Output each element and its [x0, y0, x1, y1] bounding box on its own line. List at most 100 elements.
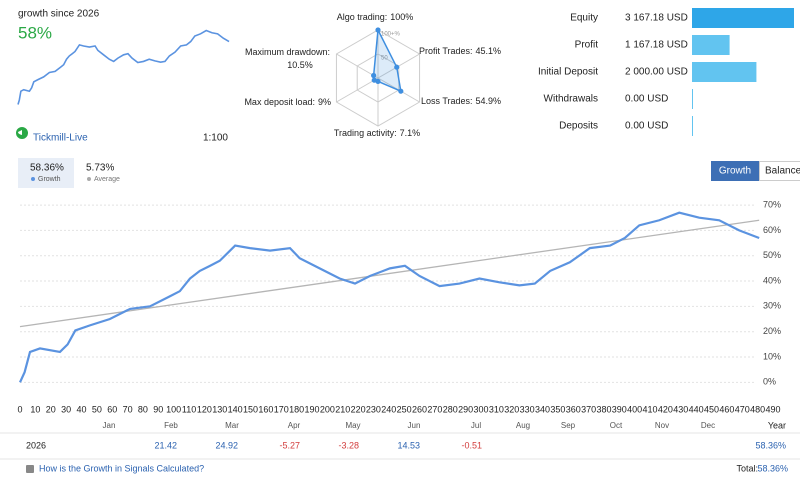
x-tick-label: 230: [366, 404, 381, 414]
x-tick-label: 180: [289, 404, 304, 414]
month-label: Sep: [561, 421, 576, 430]
month-label: Apr: [288, 421, 301, 430]
stat-bar: [692, 116, 693, 136]
verified-icon: [16, 127, 28, 139]
radar-label-name: Trading activity:: [334, 128, 397, 138]
radar-point: [371, 72, 377, 79]
account-name[interactable]: Tickmill-Live: [33, 133, 88, 144]
radar-label-value: 100%: [390, 12, 413, 22]
x-tick-label: 480: [750, 404, 765, 414]
radar-label-value: 54.9%: [476, 96, 502, 106]
x-tick-label: 320: [504, 404, 519, 414]
radar-point: [375, 27, 381, 33]
x-tick-label: 40: [76, 404, 86, 414]
x-tick-label: 370: [581, 404, 596, 414]
x-tick-label: 50: [92, 404, 102, 414]
x-tick-label: 420: [658, 404, 673, 414]
x-tick-label: 110: [182, 404, 196, 414]
x-tick-label: 0: [17, 404, 22, 414]
stat-value: 3 167.18 USD: [625, 13, 688, 24]
x-tick-label: 200: [320, 404, 335, 414]
year-total: 58.36%: [755, 440, 786, 450]
radar-point: [398, 88, 404, 94]
leverage: 1:100: [203, 133, 228, 144]
y-tick-label: 70%: [763, 199, 781, 209]
button-label: Balance: [765, 166, 800, 177]
x-tick-label: 460: [719, 404, 734, 414]
month-label: Jun: [408, 421, 421, 430]
month-return: -3.28: [338, 440, 359, 450]
x-tick-label: 490: [765, 404, 780, 414]
x-tick-label: 80: [138, 404, 148, 414]
month-label: May: [345, 421, 360, 430]
x-tick-label: 140: [228, 404, 243, 414]
tab-active[interactable]: [18, 158, 74, 188]
radar-label: Profit Trades: 45.1%: [419, 46, 501, 56]
sparkline: [17, 29, 230, 105]
x-tick-label: 190: [304, 404, 319, 414]
x-tick-label: 90: [153, 404, 163, 414]
x-tick-label: 20: [46, 404, 56, 414]
button-balance[interactable]: [759, 161, 800, 181]
radar-label: 10.5%: [287, 60, 313, 70]
x-tick-label: 270: [427, 404, 442, 414]
y-tick-label: 20%: [763, 326, 781, 336]
tab-value[interactable]: 5.73%: [86, 163, 114, 174]
x-tick-label: 290: [458, 404, 473, 414]
stat-bar: [692, 35, 730, 55]
x-tick-label: 10: [30, 404, 40, 414]
x-tick-label: 360: [566, 404, 581, 414]
stat-value: 2 000.00 USD: [625, 67, 688, 78]
x-tick-label: 160: [258, 404, 273, 414]
stat-label: Withdrawals: [544, 94, 598, 105]
growth-title: growth since 2026: [18, 9, 100, 20]
tab-label: Growth: [38, 176, 61, 183]
x-tick-label: 310: [489, 404, 504, 414]
stat-bar: [692, 8, 794, 28]
month-return: 24.92: [215, 440, 238, 450]
x-tick-label: 170: [274, 404, 289, 414]
x-tick-label: 330: [520, 404, 535, 414]
month-return: -5.27: [279, 440, 300, 450]
stat-label: Equity: [570, 13, 598, 24]
stat-label: Profit: [575, 40, 599, 51]
radar-label-name: Max deposit load:: [244, 97, 315, 107]
month-label: Jul: [471, 421, 481, 430]
radar-label: Loss Trades: 54.9%: [421, 96, 501, 106]
x-tick-label: 380: [596, 404, 611, 414]
x-tick-label: 390: [612, 404, 627, 414]
x-tick-label: 130: [212, 404, 227, 414]
growth-line: [18, 211, 760, 383]
radar-point: [394, 64, 400, 70]
stat-bar: [692, 62, 757, 82]
radar-label-value: 45.1%: [476, 46, 502, 56]
tab-dot: [31, 177, 35, 181]
help-link[interactable]: How is the Growth in Signals Calculated?: [39, 463, 204, 473]
button-growth[interactable]: [711, 161, 759, 181]
month-label: Dec: [701, 421, 715, 430]
x-tick-label: 340: [535, 404, 550, 414]
x-tick-label: 430: [673, 404, 688, 414]
x-tick-label: 240: [381, 404, 396, 414]
x-tick-label: 220: [351, 404, 366, 414]
month-label: Oct: [610, 421, 623, 430]
trend-line: [19, 219, 760, 328]
x-tick-label: 400: [627, 404, 642, 414]
x-tick-label: 470: [735, 404, 750, 414]
month-label: Feb: [164, 421, 178, 430]
x-tick-label: 450: [704, 404, 719, 414]
radar-label-value: 7.1%: [400, 128, 421, 138]
total-value: 58.36%: [757, 463, 788, 473]
x-tick-label: 280: [443, 404, 458, 414]
y-tick-label: 40%: [763, 275, 781, 285]
x-tick-label: 70: [123, 404, 133, 414]
radar-label-name: Algo trading:: [337, 12, 388, 22]
radar-label: Algo trading: 100%: [337, 12, 414, 22]
x-tick-label: 260: [412, 404, 427, 414]
x-tick-label: 30: [61, 404, 71, 414]
x-tick-label: 120: [197, 404, 212, 414]
total-label: Total:: [736, 463, 758, 473]
growth-value: 58%: [18, 23, 52, 42]
x-tick-label: 100: [166, 404, 181, 414]
